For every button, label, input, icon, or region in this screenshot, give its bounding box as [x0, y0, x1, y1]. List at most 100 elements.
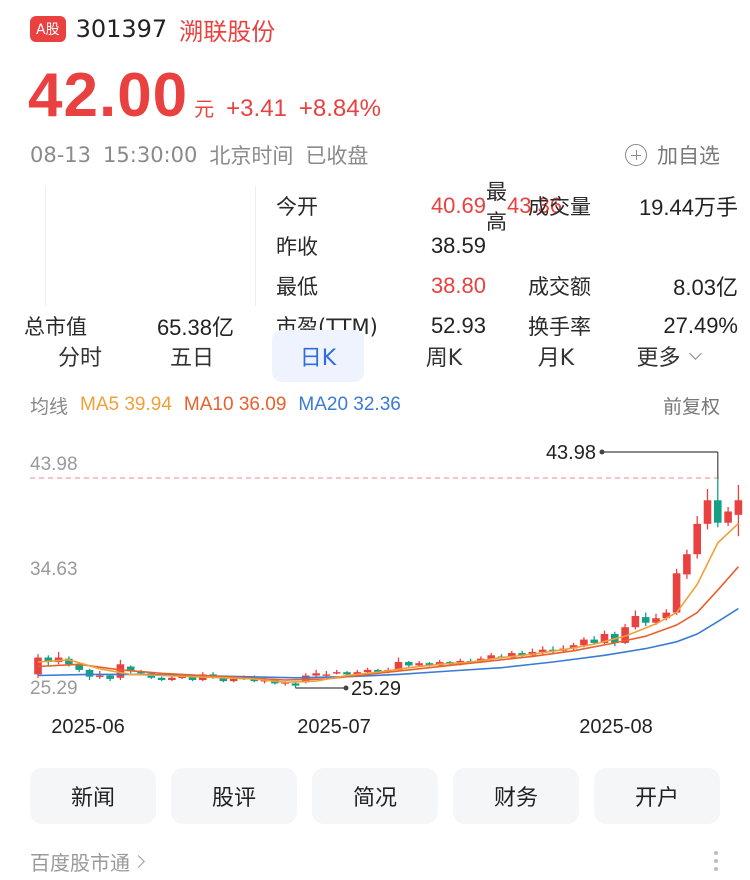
- stat-prev-close: 昨收 38.59: [276, 226, 486, 266]
- stat-value: 40.69: [430, 193, 486, 218]
- price-change-percent: +8.84%: [298, 95, 381, 122]
- candle-body: [672, 573, 681, 613]
- adjust-mode-button[interactable]: 前复权: [662, 395, 720, 418]
- stat-market-cap: 总市值 65.38亿: [24, 306, 234, 346]
- ma-label: 均线: [30, 395, 69, 418]
- footer-brand-link[interactable]: 百度股市通: [30, 850, 130, 875]
- candle-body: [85, 669, 94, 677]
- action-buttons: 新闻 股评 简况 财务 开户: [30, 768, 720, 824]
- tab-more-label: 更多: [636, 346, 681, 371]
- stat-high: 最高 43.36: [486, 180, 562, 234]
- candle-body: [621, 627, 629, 643]
- stat-turnover-rate: 换手率 27.49%: [528, 306, 738, 346]
- candle-body: [96, 675, 104, 677]
- stat-value: 52.93: [430, 313, 486, 338]
- period-tabs: 分时 五日 日K 周K 月K 更多: [24, 330, 724, 382]
- candle-body: [106, 675, 114, 679]
- y-tick-label: 34.63: [30, 559, 78, 580]
- finance-button[interactable]: 财务: [453, 768, 579, 824]
- tab-daily-k[interactable]: 日K: [272, 330, 364, 382]
- kline-chart[interactable]: 43.98 34.63 25.29 2025-06 2025-07 2025-08 43.9…: [0, 428, 750, 758]
- candle-body: [652, 618, 660, 623]
- candle-body: [353, 672, 362, 675]
- price-unit: 元: [194, 97, 215, 121]
- candle-body: [178, 676, 186, 679]
- candle-body: [168, 677, 176, 681]
- stat-open: 今开 40.69: [276, 186, 486, 226]
- tab-intraday[interactable]: 分时: [57, 346, 102, 371]
- stat-value: 8.03亿: [673, 275, 738, 300]
- stat-volume: 成交量 19.44万手: [528, 186, 738, 226]
- column-divider: [45, 186, 234, 306]
- candle-body: [590, 639, 598, 643]
- stat-label: 最低: [276, 275, 318, 299]
- max-annotation-dot: [599, 449, 605, 455]
- profile-button[interactable]: 简况: [312, 768, 438, 824]
- ma20-value: MA20 32.36: [298, 394, 401, 415]
- candle-body: [569, 645, 578, 649]
- candle-body: [580, 639, 588, 646]
- commentary-button[interactable]: 股评: [171, 768, 297, 824]
- candle-body: [374, 669, 382, 673]
- max-price-label: 43.98: [546, 442, 596, 464]
- stat-value: 65.38亿: [156, 315, 234, 340]
- candle-body: [332, 672, 341, 674]
- candle-body: [126, 666, 135, 672]
- stat-label: 今开: [276, 195, 318, 219]
- candle-body: [343, 672, 351, 675]
- min-price-label: 25.29: [351, 678, 401, 700]
- stat-label: 总市值: [24, 315, 87, 339]
- candle-body: [415, 663, 423, 666]
- quote-date: 08-13: [30, 143, 92, 167]
- stat-label: 昨收: [276, 235, 318, 259]
- stat-value: 43.36: [507, 193, 563, 218]
- stat-value: 19.44万手: [638, 195, 738, 220]
- price-row: 42.00 元 +3.41 +8.84%: [28, 60, 393, 130]
- candle-body: [157, 677, 166, 681]
- candle-body: [487, 655, 495, 659]
- candle-body: [549, 649, 557, 652]
- tab-more[interactable]: 更多: [612, 330, 724, 382]
- chevron-down-icon: [688, 346, 702, 360]
- stat-value: 27.49%: [663, 313, 738, 338]
- candle-body: [394, 662, 403, 670]
- tab-five-day[interactable]: 五日: [169, 346, 214, 371]
- candle-body: [631, 615, 640, 628]
- market-badge: A股: [30, 16, 66, 42]
- more-vertical-icon[interactable]: [714, 851, 718, 871]
- candle-body: [734, 500, 743, 515]
- quote-time: 15:30:00: [103, 143, 198, 167]
- price-change: +3.41: [226, 95, 287, 122]
- status-row: 08-13 15:30:00 北京时间 已收盘 加自选: [30, 140, 720, 170]
- tab-weekly-k[interactable]: 周K: [425, 346, 463, 371]
- min-annotation-dot: [343, 685, 349, 691]
- candle-body: [508, 653, 516, 658]
- open-account-button[interactable]: 开户: [594, 768, 720, 824]
- candle-body: [116, 664, 125, 678]
- candle-body: [75, 664, 83, 670]
- candle-body: [600, 633, 609, 643]
- candle-body: [322, 674, 331, 676]
- stat-label: 最高: [486, 180, 507, 234]
- stat-low: 最低 38.80: [276, 266, 486, 306]
- market-state: 已收盘: [305, 144, 369, 168]
- stat-value: 38.59: [430, 233, 486, 258]
- tab-monthly-k[interactable]: 月K: [537, 346, 575, 371]
- x-tick-label: 2025-06: [51, 716, 124, 738]
- stock-name: 溯联股份: [179, 17, 276, 46]
- add-watchlist-button[interactable]: 加自选: [625, 140, 720, 170]
- candle-body: [518, 653, 526, 656]
- news-button[interactable]: 新闻: [30, 768, 156, 824]
- stat-label: 成交量: [528, 195, 591, 219]
- ma-legend: 均线 MA5 39.94 MA10 36.09 MA20 32.36 前复权: [30, 392, 720, 418]
- candle-body: [312, 673, 320, 676]
- quote-timezone: 北京时间: [209, 144, 294, 168]
- candle-body: [425, 663, 434, 666]
- x-tick-label: 2025-07: [297, 716, 370, 738]
- candle-body: [65, 658, 73, 665]
- add-watchlist-label: 加自选: [657, 144, 720, 168]
- y-tick-label: 43.98: [30, 454, 78, 475]
- ma5-line: [37, 522, 739, 684]
- x-tick-label: 2025-08: [579, 716, 652, 738]
- stat-label: 成交额: [528, 275, 591, 299]
